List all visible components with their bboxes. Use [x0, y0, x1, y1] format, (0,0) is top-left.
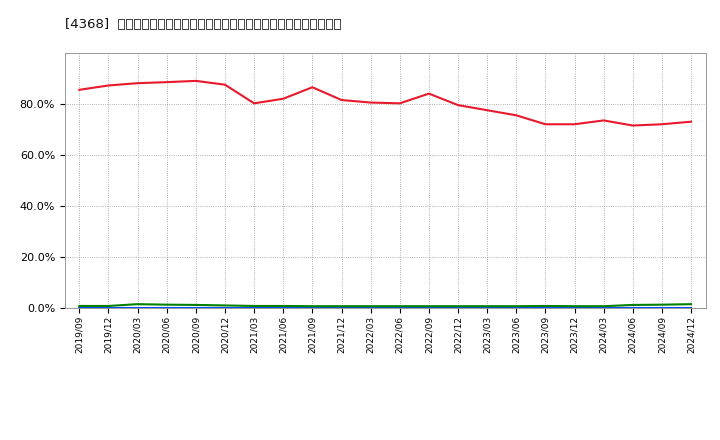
Text: [4368]  自己資本、のれん、繰延税金資産の総資産に対する比率の推移: [4368] 自己資本、のれん、繰延税金資産の総資産に対する比率の推移 — [65, 18, 341, 31]
